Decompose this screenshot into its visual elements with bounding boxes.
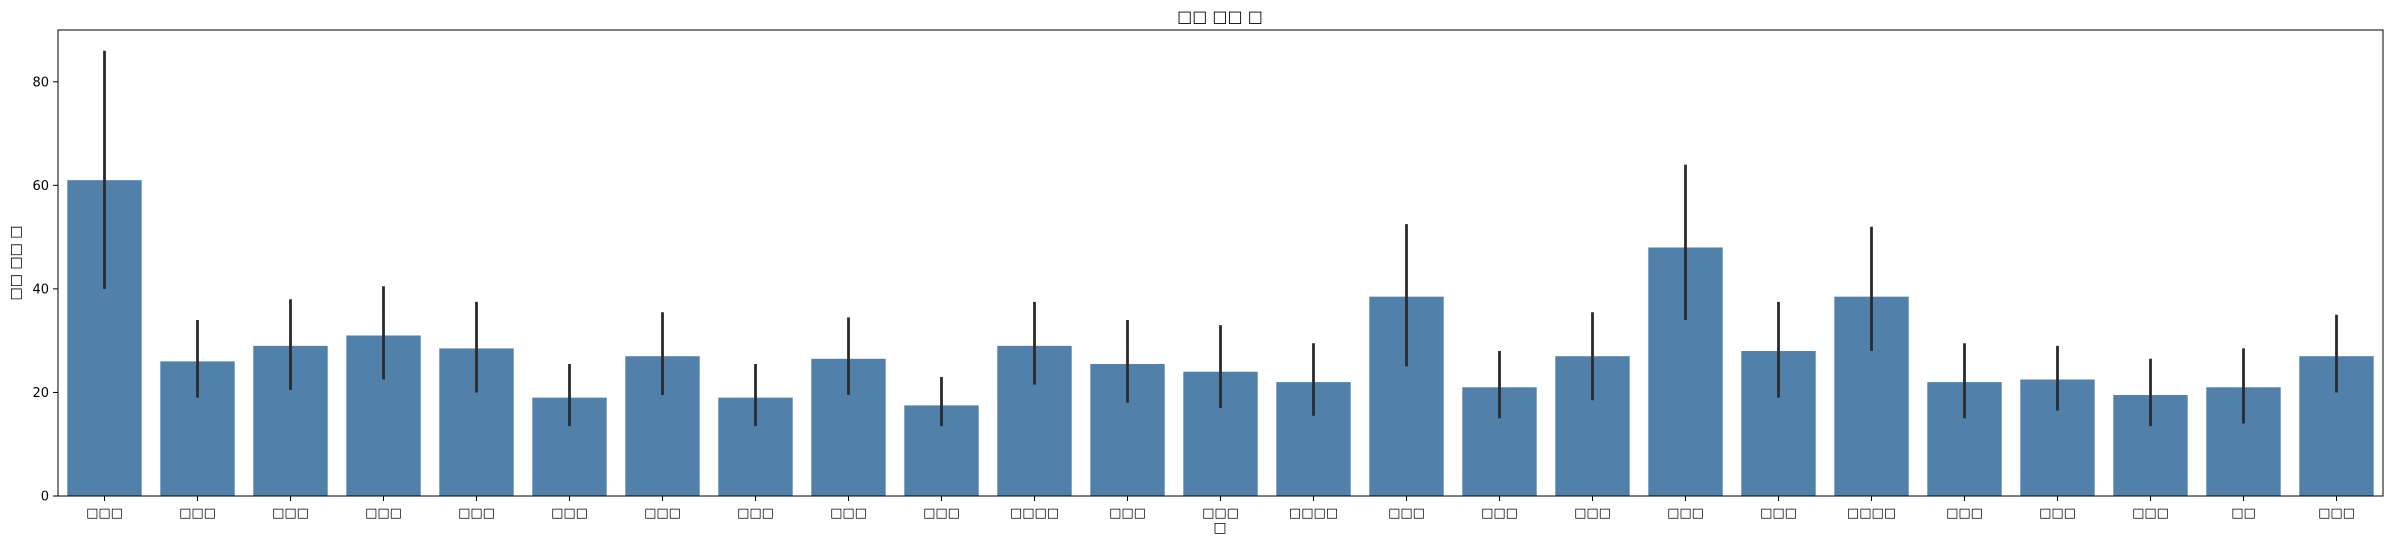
y-tick-label: 0 bbox=[41, 490, 49, 505]
x-tick-label: □□□ bbox=[86, 506, 123, 521]
y-tick-label: 20 bbox=[32, 386, 49, 401]
x-tick-label: □□□□ bbox=[1010, 506, 1059, 521]
chart-title: □□ □□ □ bbox=[1177, 7, 1263, 26]
x-tick-label: □□□ bbox=[1667, 506, 1704, 521]
x-tick-label: □□□□ bbox=[1847, 506, 1896, 521]
x-tick-label: □□□ bbox=[2039, 506, 2076, 521]
x-tick-label: □□□ bbox=[179, 506, 216, 521]
y-axis-label: □□ □□ □ bbox=[8, 225, 24, 300]
x-axis-label: □ bbox=[1213, 520, 1226, 536]
y-tick-label: 60 bbox=[32, 179, 49, 194]
x-tick-label: □□□ bbox=[272, 506, 309, 521]
x-tick-label: □□□ bbox=[2318, 506, 2355, 521]
x-tick-label: □□□ bbox=[737, 506, 774, 521]
x-tick-label: □□□ bbox=[551, 506, 588, 521]
y-tick-label: 80 bbox=[32, 75, 49, 90]
x-tick-label: □□□ bbox=[458, 506, 495, 521]
x-tick-label: □□□□ bbox=[1289, 506, 1338, 521]
x-tick-label: □□□ bbox=[923, 506, 960, 521]
x-tick-label: □□□ bbox=[1388, 506, 1425, 521]
x-tick-label: □□□ bbox=[1946, 506, 1983, 521]
x-tick-label: □□□ bbox=[644, 506, 681, 521]
y-tick-label: 40 bbox=[32, 282, 49, 297]
x-tick-label: □□□ bbox=[1574, 506, 1611, 521]
x-tick-label: □□□ bbox=[365, 506, 402, 521]
x-tick-label: □□□ bbox=[1481, 506, 1518, 521]
x-tick-label: □□□ bbox=[2132, 506, 2169, 521]
x-tick-label: □□□ bbox=[1760, 506, 1797, 521]
x-tick-label: □□□ bbox=[830, 506, 867, 521]
x-tick-label: □□□ bbox=[1109, 506, 1146, 521]
x-tick-label: □□ bbox=[2231, 506, 2256, 521]
x-tick-label: □□□ bbox=[1202, 506, 1239, 521]
